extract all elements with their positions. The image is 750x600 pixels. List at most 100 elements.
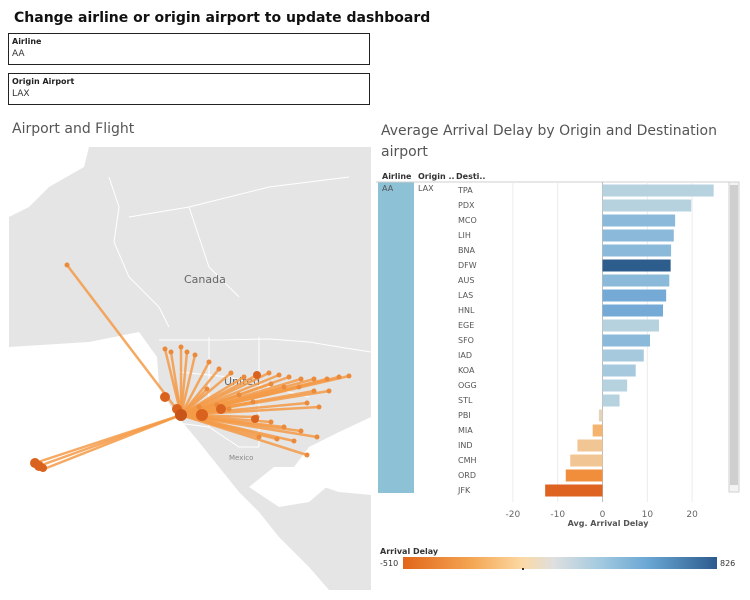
airport-marker[interactable] — [162, 346, 168, 352]
airport-marker[interactable] — [296, 384, 302, 390]
airport-marker[interactable] — [276, 372, 282, 378]
delay-bar[interactable] — [602, 319, 659, 332]
delay-bar[interactable] — [602, 259, 671, 272]
delay-bar[interactable] — [602, 214, 676, 227]
destination-label: OGG — [458, 381, 477, 390]
legend-max-label: 826 — [720, 559, 736, 568]
delay-bar[interactable] — [602, 244, 672, 257]
airport-flight-map[interactable]: Canada United Mexico — [9, 147, 371, 590]
airport-marker[interactable] — [39, 464, 47, 472]
destination-label: HNL — [458, 306, 475, 315]
airport-marker[interactable] — [314, 434, 320, 440]
delay-bar[interactable] — [592, 424, 603, 437]
airport-marker[interactable] — [204, 386, 210, 392]
delay-bar[interactable] — [602, 184, 714, 197]
airport-marker[interactable] — [304, 400, 310, 406]
delay-bar[interactable] — [602, 274, 670, 287]
delay-bar[interactable] — [602, 289, 667, 302]
header-airline[interactable]: Airline — [382, 172, 412, 181]
airport-marker[interactable] — [268, 419, 274, 425]
airport-marker[interactable] — [251, 415, 259, 423]
airport-marker[interactable] — [304, 452, 310, 458]
delay-bar[interactable] — [602, 334, 651, 347]
map-label-mexico: Mexico — [229, 454, 253, 462]
map-svg[interactable]: Canada United Mexico — [9, 147, 371, 590]
airport-marker[interactable] — [253, 371, 261, 379]
airport-marker[interactable] — [196, 404, 202, 410]
airport-marker[interactable] — [206, 359, 212, 365]
chart-scrollbar-thumb[interactable] — [730, 185, 738, 485]
airport-marker[interactable] — [184, 349, 190, 355]
airport-marker[interactable] — [281, 424, 287, 430]
airport-marker[interactable] — [216, 404, 226, 414]
delay-bar[interactable] — [565, 469, 603, 482]
origin-airport-marker[interactable] — [175, 409, 187, 421]
airline-filter-value[interactable]: AA — [12, 49, 25, 59]
airport-marker[interactable] — [286, 374, 292, 380]
flight-route — [179, 351, 189, 416]
delay-bar[interactable] — [545, 484, 603, 497]
delay-bar[interactable] — [602, 379, 628, 392]
airport-marker[interactable] — [250, 399, 256, 405]
header-destination[interactable]: Desti.. — [456, 172, 485, 181]
airport-marker[interactable] — [298, 376, 304, 382]
destination-label: LIH — [458, 231, 471, 240]
airport-marker[interactable] — [281, 384, 287, 390]
origin-airport-filter[interactable]: Origin Airport LAX — [8, 73, 370, 105]
water-pacific — [9, 332, 329, 590]
airport-marker[interactable] — [241, 374, 247, 380]
airport-marker[interactable] — [256, 434, 262, 440]
airport-markers[interactable] — [30, 262, 352, 473]
airport-marker[interactable] — [324, 376, 330, 382]
airline-filter[interactable]: Airline AA — [8, 33, 370, 65]
flight-route — [66, 264, 182, 416]
airport-marker[interactable] — [346, 373, 352, 379]
airport-marker[interactable] — [316, 404, 322, 410]
airport-marker[interactable] — [311, 376, 317, 382]
airport-marker[interactable] — [266, 370, 272, 376]
destination-label: PDX — [458, 201, 475, 210]
destination-label: MCO — [458, 216, 477, 225]
destination-label: EGE — [458, 321, 474, 330]
delay-bars[interactable] — [545, 184, 714, 497]
airport-marker[interactable] — [268, 381, 274, 387]
delay-bar[interactable] — [602, 199, 692, 212]
delay-bar[interactable] — [602, 304, 664, 317]
airport-marker[interactable] — [274, 436, 280, 442]
airport-marker[interactable] — [291, 438, 297, 444]
airport-marker[interactable] — [311, 388, 317, 394]
airport-marker[interactable] — [196, 409, 208, 421]
airport-marker[interactable] — [298, 428, 304, 434]
airport-marker[interactable] — [64, 262, 70, 268]
flight-route — [179, 354, 197, 416]
destination-label: IAD — [458, 351, 472, 360]
delay-bar[interactable] — [602, 364, 636, 377]
airport-marker[interactable] — [160, 392, 170, 402]
delay-bar[interactable] — [570, 454, 603, 467]
header-origin[interactable]: Origin .. — [418, 172, 455, 181]
airport-marker[interactable] — [168, 349, 174, 355]
destination-label: KOA — [458, 366, 475, 375]
delay-bar[interactable] — [598, 409, 603, 422]
airline-filter-label: Airline — [12, 37, 42, 46]
delay-bar[interactable] — [602, 394, 620, 407]
delay-bar[interactable] — [602, 349, 644, 362]
delay-bar[interactable] — [577, 439, 603, 452]
delay-bar[interactable] — [602, 229, 674, 242]
airport-marker[interactable] — [236, 392, 242, 398]
origin-airport-filter-value[interactable]: LAX — [12, 89, 30, 99]
airport-marker[interactable] — [216, 366, 222, 372]
airport-marker[interactable] — [178, 344, 184, 350]
legend-zero-marker — [522, 568, 524, 570]
airline-cell[interactable] — [378, 182, 414, 493]
legend-title: Arrival Delay — [380, 547, 439, 556]
arrival-delay-chart[interactable]: Airline Origin .. Desti.. AA LAX TPA PDX M… — [376, 169, 742, 531]
destination-label: MIA — [458, 426, 473, 435]
legend-color-scale[interactable] — [403, 557, 717, 569]
airport-marker[interactable] — [226, 406, 232, 412]
airport-marker[interactable] — [326, 388, 332, 394]
airport-marker[interactable] — [228, 370, 234, 376]
airport-marker[interactable] — [336, 374, 342, 380]
airport-marker[interactable] — [192, 352, 198, 358]
x-axis-ticks: -20 -10 0 10 20 — [506, 510, 699, 520]
